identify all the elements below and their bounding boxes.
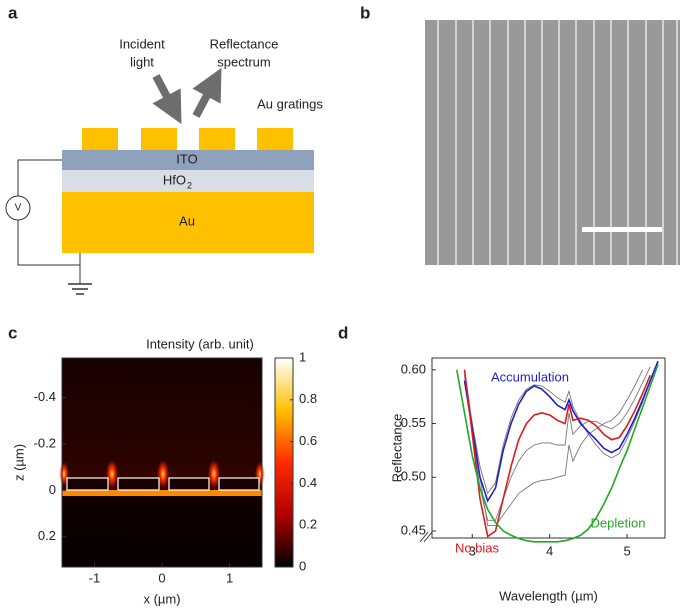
series-line: [456, 364, 659, 543]
ground: [68, 283, 92, 295]
hot-band: [62, 490, 262, 496]
colorbar: [274, 357, 294, 568]
x-tick-label: 0: [158, 570, 165, 585]
ito-layer: [62, 150, 314, 170]
grating: [141, 128, 177, 150]
panel-label: b: [360, 3, 370, 22]
incident-label: Incident: [119, 36, 165, 51]
grating: [257, 128, 293, 150]
hot-spot: [106, 460, 118, 488]
series-name: Depletion: [591, 515, 646, 530]
x-axis-label: x (µm): [143, 591, 180, 606]
incident-label: light: [130, 54, 154, 69]
schematic: Incident light Reflectance spectrum Au g…: [5, 36, 323, 295]
grating-outlines: [66, 477, 260, 491]
au-layer: [62, 192, 314, 253]
hot-spot: [157, 460, 169, 488]
y-tick-label: 0.60: [401, 361, 426, 376]
y-tick-label: -0.4: [34, 389, 56, 404]
reflectance-label: spectrum: [217, 54, 270, 69]
sem-background: [425, 20, 680, 265]
y-tick-label: 0.55: [401, 415, 426, 430]
series-line: [464, 366, 651, 521]
y-tick-label: 0: [49, 482, 56, 497]
sem-stripes: [437, 20, 678, 265]
colorbar-tick-label: 0.2: [299, 517, 317, 532]
voltmeter: [5, 195, 31, 221]
series-name: Accumulation: [491, 369, 569, 384]
x-tick-label: -1: [89, 570, 101, 585]
incident-arrow: [152, 74, 182, 125]
colorbar-tick-label: 0.6: [299, 433, 317, 448]
series-line: [464, 363, 659, 495]
x-tick-label: 4: [546, 543, 553, 558]
au-label: Au: [179, 213, 195, 228]
panel-label: d: [338, 323, 348, 342]
panel-label: c: [8, 323, 17, 342]
series-line: [463, 369, 652, 538]
y-tick-label: 0.2: [38, 528, 56, 543]
x-tick-label: 5: [623, 543, 630, 558]
hot-spot: [208, 460, 220, 488]
gratings-label: Au gratings: [257, 96, 323, 111]
panel-label: a: [8, 3, 18, 22]
hfo-label: HfO: [163, 172, 186, 187]
y-tick-label: 0.45: [401, 522, 426, 537]
hfo-layer: [62, 170, 314, 192]
y-tick-label: -0.2: [34, 435, 56, 450]
hfo-subscript: 2: [187, 180, 192, 190]
grating: [199, 128, 235, 150]
circuit-wire: [17, 159, 81, 284]
reflectance-label: Reflectance: [210, 36, 279, 51]
series-line: [463, 360, 659, 503]
plot-frame: [431, 357, 666, 539]
y-tick-label: 0.50: [401, 469, 426, 484]
grating: [82, 128, 118, 150]
series-name: No bias: [455, 540, 500, 555]
y-axis-label: Reflectance: [389, 414, 404, 483]
scale-bar: [582, 227, 662, 232]
voltmeter-label: V: [15, 203, 22, 214]
colorbar-tick-label: 1: [299, 349, 306, 364]
ito-label: ITO: [176, 151, 197, 166]
x-axis-label: Wavelength (µm): [499, 588, 598, 603]
sem-image: [425, 20, 680, 265]
x-tick-label: 1: [226, 570, 233, 585]
colorbar-tick-label: 0: [299, 558, 306, 573]
field-map: [59, 358, 265, 567]
colorbar-tick-label: 0.8: [299, 391, 317, 406]
axis-break: [419, 531, 433, 543]
colorbar-tick-label: 0.4: [299, 475, 317, 490]
x-tick-label: 3: [469, 543, 476, 558]
reflected-arrow: [192, 67, 222, 118]
chart-title: Intensity (arb. unit): [146, 336, 254, 351]
series-line: [464, 369, 644, 527]
y-axis-label: z (µm): [11, 444, 26, 481]
